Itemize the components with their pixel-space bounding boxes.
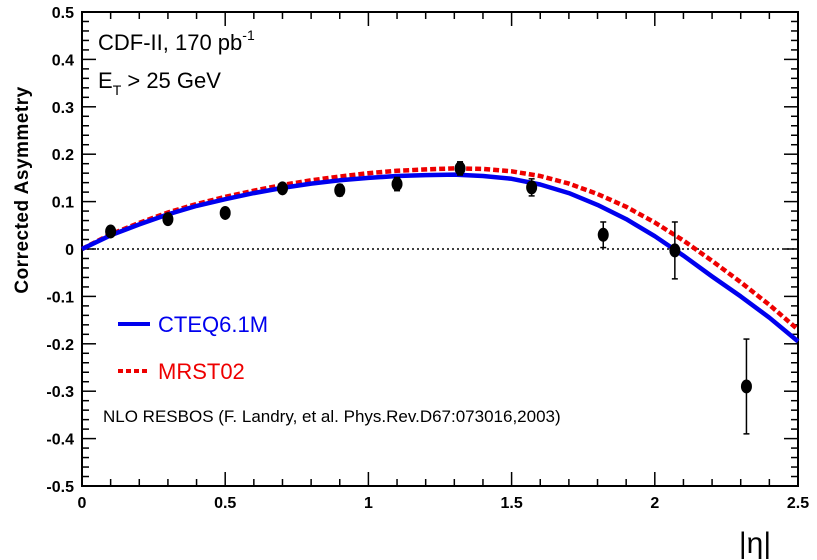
cut-label-main: E bbox=[98, 68, 113, 93]
data-marker bbox=[276, 181, 288, 196]
data-point bbox=[454, 161, 466, 176]
x-tick-label: 0.5 bbox=[214, 495, 236, 512]
cut-label-subscript: T bbox=[113, 82, 122, 98]
y-tick-label: -0.1 bbox=[46, 289, 74, 306]
data-marker bbox=[391, 177, 403, 192]
x-axis-label: |η| bbox=[739, 527, 771, 560]
experiment-label-superscript: -1 bbox=[242, 27, 255, 43]
y-tick-label: 0.1 bbox=[52, 195, 74, 212]
data-point bbox=[276, 181, 288, 196]
x-tick-label: 0 bbox=[78, 495, 87, 512]
y-axis-label: Corrected Asymmetry bbox=[12, 86, 33, 293]
legend-label-mrst: MRST02 bbox=[158, 359, 245, 384]
data-marker bbox=[597, 227, 609, 242]
y-tick-label: -0.3 bbox=[46, 384, 74, 401]
data-point bbox=[597, 221, 609, 249]
reference-note: NLO RESBOS (F. Landry, et al. Phys.Rev.D… bbox=[103, 407, 561, 426]
experiment-label: CDF-II, 170 pb-1 bbox=[98, 27, 255, 55]
data-point bbox=[162, 212, 174, 227]
data-point bbox=[391, 176, 403, 192]
data-marker bbox=[162, 212, 174, 227]
data-marker bbox=[219, 205, 231, 220]
y-tick-label: -0.4 bbox=[46, 432, 74, 449]
y-tick-label: 0 bbox=[65, 242, 74, 259]
data-marker bbox=[334, 183, 346, 198]
legend: CTEQ6.1M MRST02 bbox=[118, 312, 268, 384]
x-tick-label: 2.5 bbox=[787, 495, 809, 512]
data-marker bbox=[740, 379, 752, 394]
tick-labels: 0 0.5 1 1.5 2 2.5 0.5 0.4 0.3 0.2 0.1 0 -0.1 -0.2 -0.3… bbox=[46, 5, 809, 512]
tick-marks bbox=[81, 11, 799, 487]
y-tick-label: 0.2 bbox=[52, 147, 74, 164]
data-marker bbox=[669, 243, 681, 258]
y-tick-label: -0.5 bbox=[46, 479, 74, 496]
cut-label-suffix: > 25 GeV bbox=[121, 68, 221, 93]
data-marker bbox=[454, 161, 466, 176]
data-point bbox=[526, 178, 538, 197]
experiment-label-main: CDF-II, 170 pb bbox=[98, 30, 242, 55]
x-tick-label: 1.5 bbox=[500, 495, 522, 512]
data-marker bbox=[105, 224, 117, 239]
data-point bbox=[105, 224, 117, 239]
data-point bbox=[334, 183, 346, 198]
cut-label: ET > 25 GeV bbox=[98, 68, 221, 98]
data-point bbox=[740, 338, 752, 435]
x-tick-label: 1 bbox=[364, 495, 373, 512]
y-tick-label: 0.4 bbox=[52, 52, 74, 69]
curve-mrst02 bbox=[80, 166, 800, 332]
data-points bbox=[105, 161, 752, 435]
x-tick-label: 2 bbox=[650, 495, 659, 512]
data-marker bbox=[526, 180, 538, 195]
data-point bbox=[669, 221, 681, 280]
legend-label-cteq: CTEQ6.1M bbox=[158, 312, 268, 337]
data-point bbox=[219, 205, 231, 220]
y-tick-label: -0.2 bbox=[46, 337, 74, 354]
y-tick-label: 0.3 bbox=[52, 100, 74, 117]
y-tick-label: 0.5 bbox=[52, 5, 74, 22]
